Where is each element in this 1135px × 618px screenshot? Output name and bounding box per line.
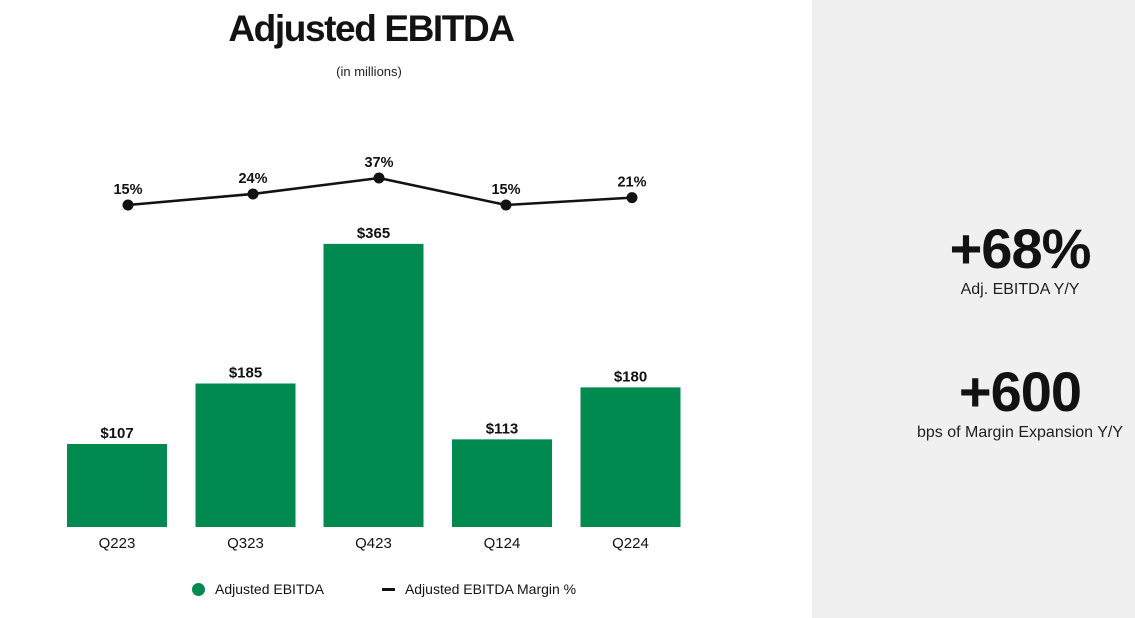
legend-label-margin: Adjusted EBITDA Margin % — [404, 581, 577, 597]
x-axis-label-Q323: Q323 — [227, 535, 264, 552]
bar-Q224 — [580, 387, 681, 527]
ebitda-bar-line-chart: $107 Q223 $185 Q323 $365 Q423 $113 Q124 $180 Q224… — [67, 155, 681, 552]
margin-dot-Q323 — [247, 188, 259, 200]
margin-pct-label-Q224: 21% — [617, 175, 646, 191]
bar-value-label-Q323: $185 — [229, 364, 262, 381]
margin-pct-label-Q124: 15% — [491, 182, 520, 198]
x-axis-label-Q223: Q223 — [99, 535, 136, 552]
legend-dash-swatch — [381, 587, 395, 591]
stat-ebitda-yoy-value: +68% — [949, 217, 1092, 280]
chart-panel: Adjusted EBITDA (in millions) $107 Q223 $1… — [67, 8, 681, 597]
chart-subtitle: (in millions) — [336, 64, 402, 79]
x-axis-label-Q224: Q224 — [612, 535, 649, 552]
margin-pct-label-Q223: 15% — [113, 182, 142, 198]
stat-margin-expansion-value: +600 — [958, 360, 1082, 423]
legend-item-adjusted-ebitda: Adjusted EBITDA — [192, 581, 324, 597]
chart-title: Adjusted EBITDA — [228, 8, 515, 49]
legend-item-margin: Adjusted EBITDA Margin % — [381, 581, 577, 597]
margin-dot-Q423 — [373, 172, 385, 184]
bar-Q124 — [452, 439, 552, 527]
stat-margin-expansion-label: bps of Margin Expansion Y/Y — [916, 424, 1124, 441]
margin-dot-Q124 — [500, 199, 512, 211]
x-axis-label-Q423: Q423 — [355, 535, 392, 552]
bar-value-label-Q224: $180 — [614, 368, 647, 385]
bar-value-label-Q124: $113 — [486, 420, 519, 437]
margin-pct-label-Q323: 24% — [238, 171, 267, 187]
bar-value-label-Q423: $365 — [357, 225, 390, 242]
highlights-sidebar: +68% Adj. EBITDA Y/Y +600 bps of Margin … — [812, 0, 1135, 618]
legend-circle-swatch — [192, 582, 205, 596]
legend-label-adjusted-ebitda: Adjusted EBITDA — [215, 581, 324, 597]
bar-Q423 — [323, 243, 424, 528]
margin-dot-Q224 — [626, 192, 638, 204]
bar-value-label-Q223: $107 — [100, 425, 133, 442]
bar-Q223 — [67, 444, 167, 527]
stat-ebitda-yoy-label: Adj. EBITDA Y/Y — [960, 281, 1080, 298]
chart-legend: Adjusted EBITDA Adjusted EBITDA Margin % — [192, 581, 576, 597]
margin-dot-Q223 — [122, 199, 134, 211]
x-axis-label-Q124: Q124 — [484, 535, 521, 552]
bar-Q323 — [195, 383, 296, 527]
margin-pct-label-Q423: 37% — [364, 155, 393, 171]
